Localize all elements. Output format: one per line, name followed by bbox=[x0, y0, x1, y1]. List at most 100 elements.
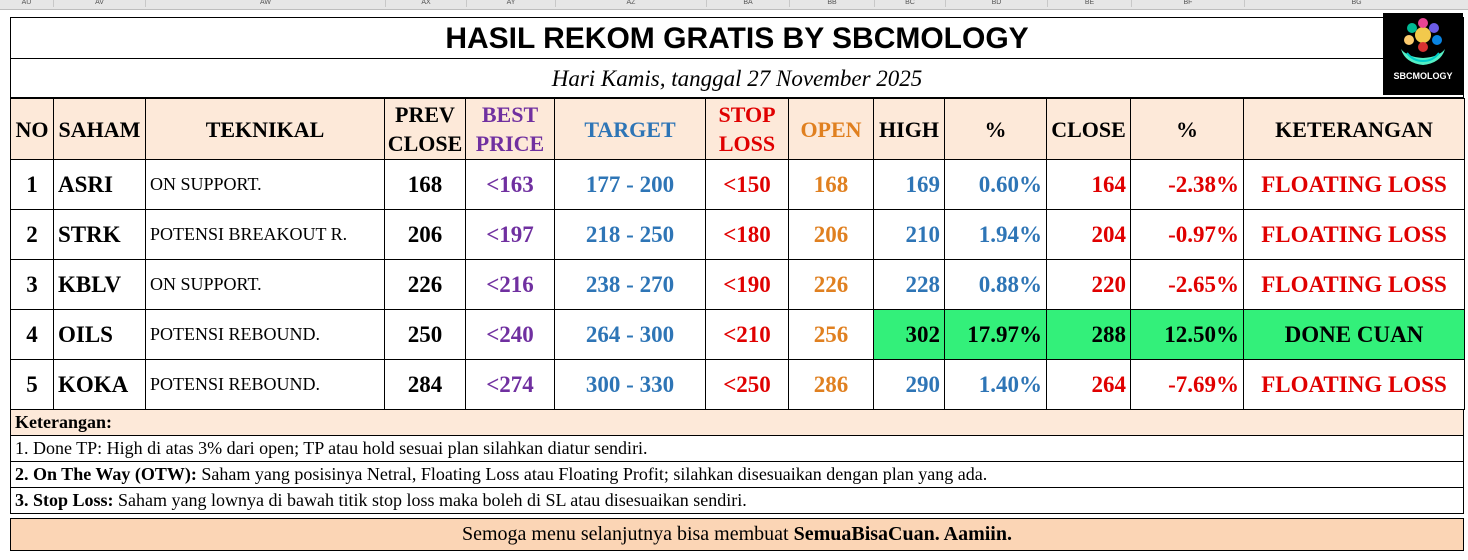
col-header[interactable]: BD bbox=[946, 0, 1048, 7]
cell-stop-loss[interactable]: <190 bbox=[705, 259, 789, 310]
cell-prev-close[interactable]: 206 bbox=[384, 209, 466, 260]
cell-open[interactable]: 226 bbox=[788, 259, 874, 310]
col-header[interactable]: AU bbox=[0, 0, 54, 7]
sheet-subtitle[interactable]: Hari Kamis, tanggal 27 November 2025 bbox=[10, 58, 1464, 98]
cell-high[interactable]: 302 bbox=[873, 309, 945, 360]
cell-target[interactable]: 238 - 270 bbox=[554, 259, 706, 310]
col-header[interactable]: AW bbox=[146, 0, 386, 7]
cell-no[interactable]: 1 bbox=[10, 159, 54, 210]
cell-high[interactable]: 210 bbox=[873, 209, 945, 260]
cell-teknikal[interactable]: POTENSI REBOUND. bbox=[145, 359, 385, 410]
cell-pct-close[interactable]: -2.38% bbox=[1130, 159, 1244, 210]
cell-stop-loss[interactable]: <150 bbox=[705, 159, 789, 210]
cell-no[interactable]: 3 bbox=[10, 259, 54, 310]
cell-no[interactable]: 4 bbox=[10, 309, 54, 360]
col-header[interactable]: BA bbox=[707, 0, 790, 7]
cell-open[interactable]: 168 bbox=[788, 159, 874, 210]
cell-keterangan[interactable]: FLOATING LOSS bbox=[1243, 209, 1465, 260]
header-keterangan[interactable]: KETERANGAN bbox=[1243, 98, 1465, 160]
header-teknikal[interactable]: TEKNIKAL bbox=[145, 98, 385, 160]
note-line-2[interactable]: 2. On The Way (OTW): Saham yang posisiny… bbox=[11, 462, 1463, 488]
cell-close[interactable]: 264 bbox=[1046, 359, 1131, 410]
cell-keterangan[interactable]: DONE CUAN bbox=[1243, 309, 1465, 360]
cell-no[interactable]: 2 bbox=[10, 209, 54, 260]
cell-prev-close[interactable]: 168 bbox=[384, 159, 466, 210]
col-header[interactable]: BC bbox=[875, 0, 946, 7]
cell-high[interactable]: 169 bbox=[873, 159, 945, 210]
col-header[interactable]: AZ bbox=[556, 0, 707, 7]
cell-pct-close[interactable]: -0.97% bbox=[1130, 209, 1244, 260]
header-no[interactable]: NO bbox=[10, 98, 54, 160]
cell-prev-close[interactable]: 250 bbox=[384, 309, 466, 360]
cell-target[interactable]: 300 - 330 bbox=[554, 359, 706, 410]
lotus-hand-icon: SBCMOLOGY bbox=[1393, 18, 1453, 81]
cell-pct-high[interactable]: 0.88% bbox=[944, 259, 1047, 310]
cell-stop-loss[interactable]: <210 bbox=[705, 309, 789, 360]
cell-close[interactable]: 220 bbox=[1046, 259, 1131, 310]
col-header[interactable]: BF bbox=[1132, 0, 1245, 7]
cell-saham[interactable]: KBLV bbox=[53, 259, 146, 310]
header-target[interactable]: TARGET bbox=[554, 98, 706, 160]
cell-best-price[interactable]: <163 bbox=[465, 159, 555, 210]
cell-prev-close[interactable]: 226 bbox=[384, 259, 466, 310]
cell-best-price[interactable]: <240 bbox=[465, 309, 555, 360]
col-header[interactable]: AV bbox=[54, 0, 146, 7]
header-pct-high[interactable]: % bbox=[944, 98, 1047, 160]
cell-high[interactable]: 290 bbox=[873, 359, 945, 410]
col-header[interactable]: AY bbox=[467, 0, 556, 7]
cell-best-price[interactable]: <197 bbox=[465, 209, 555, 260]
notes-heading[interactable]: Keterangan: bbox=[11, 410, 1463, 436]
cell-prev-close[interactable]: 284 bbox=[384, 359, 466, 410]
cell-saham[interactable]: ASRI bbox=[53, 159, 146, 210]
cell-keterangan[interactable]: FLOATING LOSS bbox=[1243, 159, 1465, 210]
col-header[interactable]: AX bbox=[386, 0, 467, 7]
cell-pct-close[interactable]: 12.50% bbox=[1130, 309, 1244, 360]
header-high[interactable]: HIGH bbox=[873, 98, 945, 160]
cell-pct-close[interactable]: -2.65% bbox=[1130, 259, 1244, 310]
cell-pct-high[interactable]: 0.60% bbox=[944, 159, 1047, 210]
cell-target[interactable]: 218 - 250 bbox=[554, 209, 706, 260]
cell-stop-loss[interactable]: <250 bbox=[705, 359, 789, 410]
cell-saham[interactable]: KOKA bbox=[53, 359, 146, 410]
cell-keterangan[interactable]: FLOATING LOSS bbox=[1243, 259, 1465, 310]
cell-close[interactable]: 164 bbox=[1046, 159, 1131, 210]
cell-high[interactable]: 228 bbox=[873, 259, 945, 310]
header-prev-close[interactable]: PREV CLOSE bbox=[384, 98, 466, 160]
cell-no[interactable]: 5 bbox=[10, 359, 54, 410]
col-header[interactable]: BE bbox=[1048, 0, 1132, 7]
header-saham[interactable]: SAHAM bbox=[53, 98, 146, 160]
cell-target[interactable]: 264 - 300 bbox=[554, 309, 706, 360]
cell-teknikal[interactable]: POTENSI REBOUND. bbox=[145, 309, 385, 360]
cell-teknikal[interactable]: POTENSI BREAKOUT R. bbox=[145, 209, 385, 260]
header-best-price[interactable]: BEST PRICE bbox=[465, 98, 555, 160]
cell-open[interactable]: 256 bbox=[788, 309, 874, 360]
cell-teknikal[interactable]: ON SUPPORT. bbox=[145, 259, 385, 310]
sheet-title[interactable]: HASIL REKOM GRATIS BY SBCMOLOGY bbox=[10, 17, 1464, 58]
cell-pct-high[interactable]: 1.40% bbox=[944, 359, 1047, 410]
cell-target[interactable]: 177 - 200 bbox=[554, 159, 706, 210]
cell-close[interactable]: 204 bbox=[1046, 209, 1131, 260]
cell-close[interactable]: 288 bbox=[1046, 309, 1131, 360]
cell-saham[interactable]: OILS bbox=[53, 309, 146, 360]
cell-best-price[interactable]: <216 bbox=[465, 259, 555, 310]
header-stop-loss[interactable]: STOP LOSS bbox=[705, 98, 789, 160]
footer-banner[interactable]: Semoga menu selanjutnya bisa membuat Sem… bbox=[10, 518, 1464, 551]
cell-saham[interactable]: STRK bbox=[53, 209, 146, 260]
header-close[interactable]: CLOSE bbox=[1046, 98, 1131, 160]
cell-pct-close[interactable]: -7.69% bbox=[1130, 359, 1244, 410]
col-header[interactable]: BG bbox=[1245, 0, 1468, 7]
header-open[interactable]: OPEN bbox=[788, 98, 874, 160]
cell-stop-loss[interactable]: <180 bbox=[705, 209, 789, 260]
cell-keterangan[interactable]: FLOATING LOSS bbox=[1243, 359, 1465, 410]
col-header[interactable]: BB bbox=[790, 0, 875, 7]
cell-pct-high[interactable]: 17.97% bbox=[944, 309, 1047, 360]
note-line-1[interactable]: 1. Done TP: High di atas 3% dari open; T… bbox=[11, 436, 1463, 462]
spreadsheet-column-headers: AU AV AW AX AY AZ BA BB BC BD BE BF BG bbox=[0, 0, 1468, 10]
cell-pct-high[interactable]: 1.94% bbox=[944, 209, 1047, 260]
cell-teknikal[interactable]: ON SUPPORT. bbox=[145, 159, 385, 210]
cell-best-price[interactable]: <274 bbox=[465, 359, 555, 410]
header-pct-close[interactable]: % bbox=[1130, 98, 1244, 160]
note-line-3[interactable]: 3. Stop Loss: Saham yang lownya di bawah… bbox=[11, 488, 1463, 514]
cell-open[interactable]: 286 bbox=[788, 359, 874, 410]
cell-open[interactable]: 206 bbox=[788, 209, 874, 260]
